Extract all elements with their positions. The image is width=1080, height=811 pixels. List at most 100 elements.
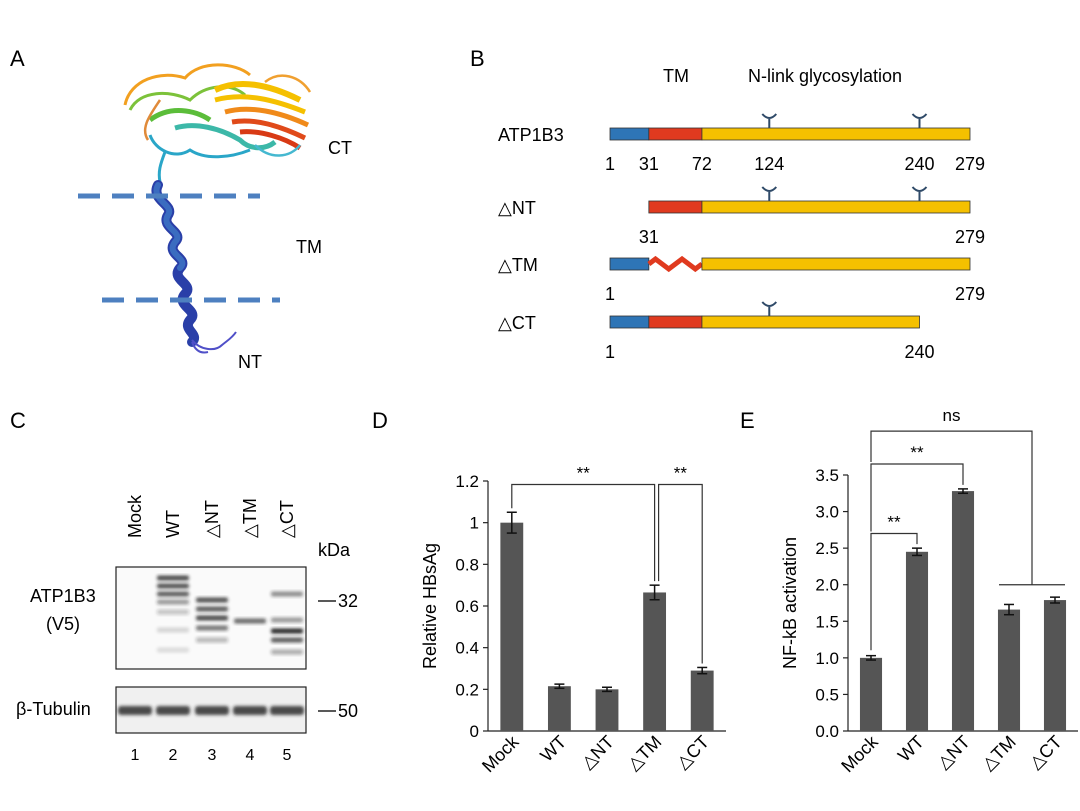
marker1-label: 32 <box>338 591 358 611</box>
y-tick-label: 0.4 <box>455 639 479 658</box>
significance-marker: ** <box>910 443 924 462</box>
residue-label: 124 <box>754 154 784 174</box>
construct-4: △CT 1 240 <box>498 301 935 362</box>
header-tm: TM <box>663 66 689 86</box>
blot-band <box>271 628 303 634</box>
bar <box>595 689 619 731</box>
construct-1: ATP1B3 1 31 72 124 240 279 <box>498 113 985 174</box>
panel-a: A CT TM NT <box>10 46 352 372</box>
y-tick-label: 1 <box>470 514 479 533</box>
construct-label: △NT <box>498 198 536 218</box>
glycosylation-site-icon <box>761 113 778 128</box>
construct-label: △CT <box>498 313 536 333</box>
lane-number: 1 <box>131 747 140 764</box>
y-axis-label: NF-kB activation <box>780 537 800 669</box>
significance-bracket <box>870 532 918 651</box>
bar <box>643 592 667 731</box>
x-tick-label: △CT <box>672 732 713 773</box>
blot-band <box>157 609 189 615</box>
significance-marker: ** <box>887 513 901 532</box>
tm-domain <box>648 127 703 141</box>
significance-bracket <box>870 463 964 532</box>
label-nt: NT <box>238 352 262 372</box>
y-tick-label: 3.0 <box>815 503 839 522</box>
blot-band <box>195 706 229 715</box>
bar <box>997 609 1021 731</box>
blot-band <box>196 615 228 621</box>
residue-label: 1 <box>605 284 615 304</box>
blot-band <box>157 591 189 597</box>
x-tick-label: △CT <box>1025 732 1066 773</box>
blot-band <box>157 627 189 633</box>
tubulin-bands <box>118 706 304 715</box>
blot-band <box>157 647 189 653</box>
ct-domain <box>701 127 971 141</box>
panel-c-letter: C <box>10 408 26 433</box>
x-tick-label: △NT <box>933 732 974 773</box>
residue-label: 1 <box>605 342 615 362</box>
panel-e-letter: E <box>740 408 755 433</box>
residue-label: 279 <box>955 227 985 247</box>
x-tick-label: WT <box>536 732 570 766</box>
blot-band <box>233 706 267 715</box>
tm-deletion-zigzag <box>647 255 704 273</box>
blot-band <box>196 597 228 603</box>
lane-number: 4 <box>246 747 255 764</box>
construct-2: △NT 31 279 <box>498 186 985 247</box>
blot-band <box>157 575 189 581</box>
bar <box>690 670 714 731</box>
y-tick-label: 0.2 <box>455 680 479 699</box>
bar <box>1043 600 1067 731</box>
lane-label: △TM <box>240 498 260 538</box>
residue-label: 240 <box>904 342 934 362</box>
header-glycosylation: N-link glycosylation <box>748 66 902 86</box>
blot-band <box>157 599 189 605</box>
x-tick-label: △NT <box>577 732 618 773</box>
significance-bracket <box>870 430 1033 585</box>
residue-label: 72 <box>692 154 712 174</box>
significance-bracket <box>658 483 703 664</box>
ct-domain <box>701 315 920 329</box>
blot-band <box>270 706 304 715</box>
nt-domain <box>609 257 650 271</box>
y-tick-label: 1.0 <box>815 649 839 668</box>
chart-nfkb-activation: 0.0 0.5 1.0 1.5 2.0 2.5 3.0 3.5 NF-kB activation… <box>780 406 1078 776</box>
marker2-label: 50 <box>338 701 358 721</box>
panel-c: C Mock WT △NT △TM △CT kDa ATP1B3 (V5) 32 β-T… <box>10 408 358 764</box>
significance-marker: ** <box>674 464 688 483</box>
tm-domain <box>648 315 703 329</box>
lane-label: Mock <box>125 494 145 538</box>
blot1-label-line2: (V5) <box>46 614 80 634</box>
construct-3: △TM 1 279 <box>498 255 985 304</box>
blot-band <box>196 625 228 631</box>
blot-band <box>271 591 303 597</box>
construct-label: △TM <box>498 255 538 275</box>
y-tick-label: 3.5 <box>815 466 839 485</box>
bar <box>905 551 929 731</box>
residue-label: 240 <box>904 154 934 174</box>
y-tick-label: 1.2 <box>455 472 479 491</box>
label-ct: CT <box>328 138 352 158</box>
unit-label: kDa <box>318 540 351 560</box>
panel-a-letter: A <box>10 46 25 71</box>
construct-diagrams: ATP1B3 1 31 72 124 240 279 △NT 31 279 △TM 1 279 △CT 1 2… <box>498 113 985 362</box>
glycosylation-site-icon <box>911 113 928 128</box>
chart-relative-hbsag: 0 0.2 0.4 0.6 0.8 1 1.2 Relative HBsAg Mock WT △NT… <box>420 464 726 776</box>
glycosylation-site-icon <box>911 186 928 201</box>
y-tick-label: 2.0 <box>815 576 839 595</box>
residue-label: 1 <box>605 154 615 174</box>
x-tick-label: Mock <box>837 731 882 776</box>
nt-domain <box>609 315 650 329</box>
protein-structure-illustration <box>123 63 312 354</box>
residue-label: 31 <box>639 154 659 174</box>
y-tick-label: 1.5 <box>815 612 839 631</box>
lane-number: 5 <box>283 747 292 764</box>
y-tick-label: 0 <box>470 722 479 741</box>
significance-marker: ** <box>577 464 591 483</box>
label-tm: TM <box>296 237 322 257</box>
bar <box>500 522 524 731</box>
ct-domain <box>701 200 971 214</box>
residue-label: 279 <box>955 284 985 304</box>
